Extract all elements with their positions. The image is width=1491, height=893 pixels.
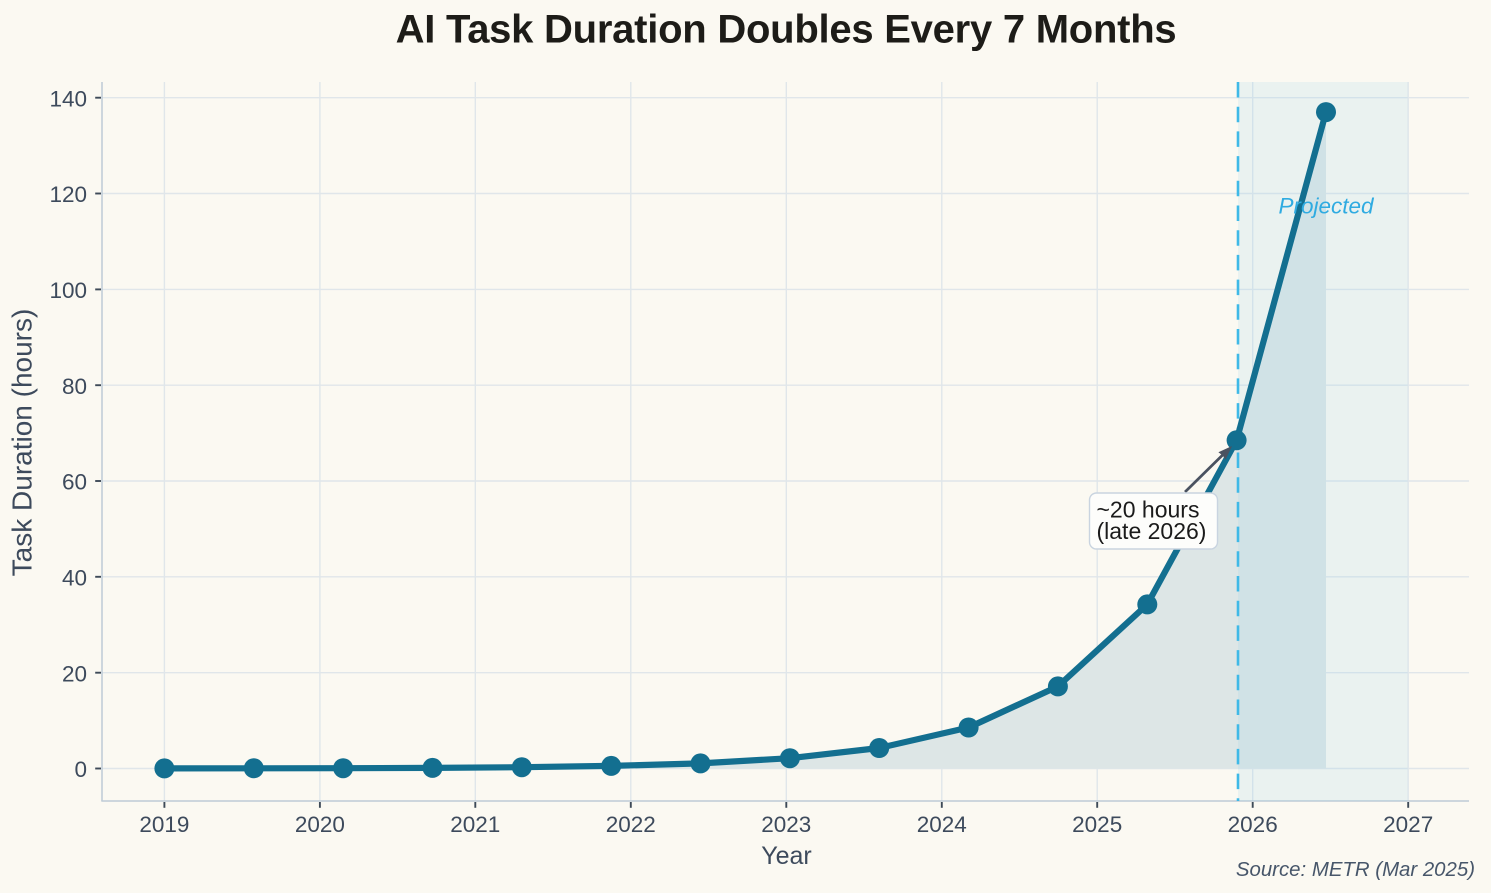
svg-text:Task Duration (hours): Task Duration (hours) — [7, 309, 38, 577]
svg-text:(late 2026): (late 2026) — [1097, 518, 1207, 544]
svg-text:20: 20 — [62, 661, 87, 686]
svg-text:2023: 2023 — [761, 812, 811, 837]
svg-text:140: 140 — [49, 86, 87, 111]
svg-text:2020: 2020 — [295, 812, 345, 837]
svg-text:2024: 2024 — [917, 812, 967, 837]
svg-text:2021: 2021 — [450, 812, 500, 837]
svg-text:100: 100 — [49, 278, 87, 303]
svg-text:120: 120 — [49, 182, 87, 207]
svg-text:Source: METR (Mar 2025): Source: METR (Mar 2025) — [1236, 859, 1475, 881]
svg-text:Projected: Projected — [1278, 194, 1375, 219]
svg-text:40: 40 — [62, 565, 87, 590]
svg-text:60: 60 — [62, 470, 87, 495]
svg-text:80: 80 — [62, 374, 87, 399]
svg-text:2019: 2019 — [139, 812, 189, 837]
svg-text:2026: 2026 — [1228, 812, 1278, 837]
svg-text:0: 0 — [74, 757, 87, 782]
svg-text:2027: 2027 — [1383, 812, 1433, 837]
svg-text:2025: 2025 — [1072, 812, 1122, 837]
svg-text:2022: 2022 — [606, 812, 656, 837]
svg-text:~20 hours: ~20 hours — [1097, 497, 1200, 523]
svg-text:Year: Year — [761, 842, 812, 870]
svg-text:AI Task Duration Doubles Every: AI Task Duration Doubles Every 7 Months — [396, 7, 1177, 51]
